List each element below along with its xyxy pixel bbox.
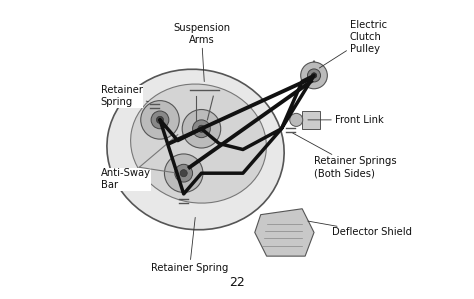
Circle shape <box>301 62 328 89</box>
Circle shape <box>180 170 187 177</box>
Text: Deflector Shield: Deflector Shield <box>308 221 412 237</box>
Text: 22: 22 <box>229 276 245 289</box>
Text: Retainer
Spring: Retainer Spring <box>101 86 148 107</box>
Text: Retainer Spring: Retainer Spring <box>151 217 228 273</box>
Circle shape <box>290 113 303 126</box>
Circle shape <box>311 73 317 78</box>
Circle shape <box>156 116 164 123</box>
Circle shape <box>164 154 203 193</box>
Ellipse shape <box>107 69 284 230</box>
Text: Electric
Clutch
Pulley: Electric Clutch Pulley <box>319 20 387 68</box>
Circle shape <box>198 125 205 132</box>
Polygon shape <box>302 61 326 81</box>
Circle shape <box>192 120 210 138</box>
Text: Front Link: Front Link <box>308 115 383 125</box>
Text: Retainer Springs
(Both Sides): Retainer Springs (Both Sides) <box>293 133 397 178</box>
Circle shape <box>151 111 169 129</box>
Circle shape <box>308 69 320 82</box>
Text: Anti-Sway
Bar: Anti-Sway Bar <box>101 168 151 190</box>
Text: Suspension
Arms: Suspension Arms <box>173 23 230 82</box>
Polygon shape <box>255 209 314 256</box>
Circle shape <box>175 164 192 182</box>
Polygon shape <box>302 111 320 129</box>
Circle shape <box>141 101 179 139</box>
Ellipse shape <box>131 84 266 203</box>
Circle shape <box>182 109 221 148</box>
